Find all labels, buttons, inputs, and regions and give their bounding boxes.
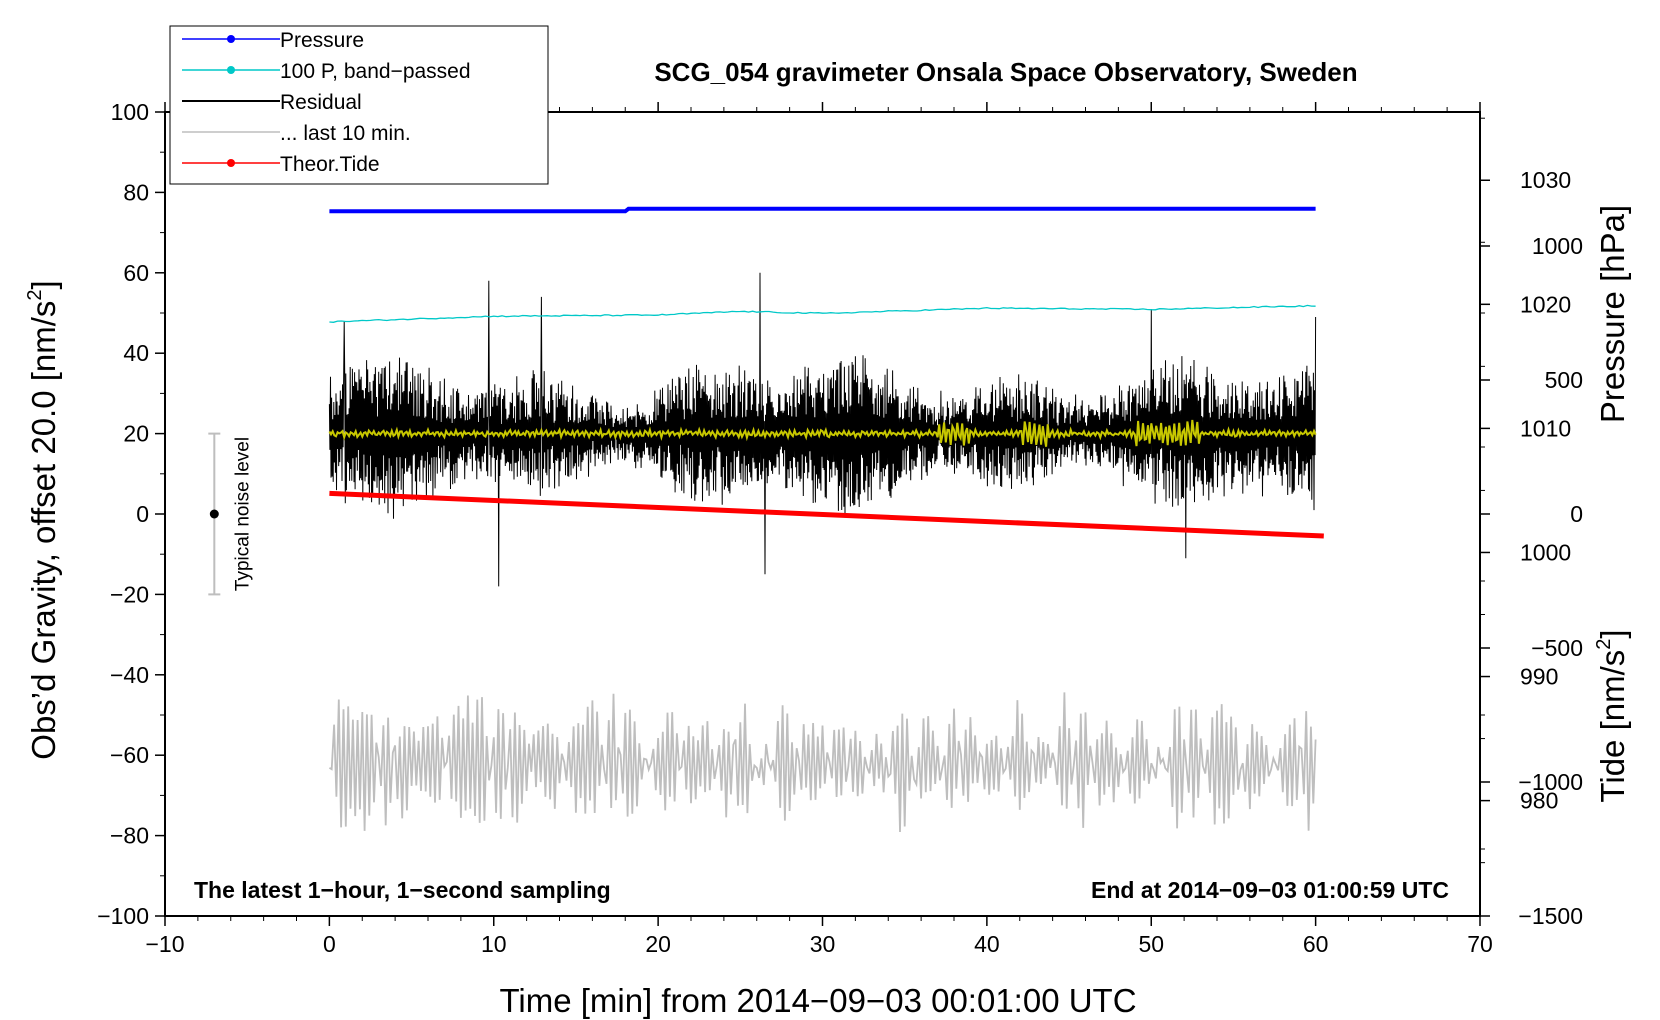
y-axis-title-tide: Tide [nm/s2] [1593, 629, 1631, 802]
x-tick-label: 30 [810, 931, 836, 957]
y-tick-label: −80 [110, 823, 149, 849]
tide-tick-label: 1000 [1532, 233, 1583, 259]
legend-label: ... last 10 min. [280, 122, 411, 145]
tide-tick-label: −1000 [1518, 769, 1583, 795]
chart-title: SCG_054 gravimeter Onsala Space Observat… [654, 57, 1357, 87]
note-left: The latest 1−hour, 1−second sampling [194, 877, 611, 903]
noise-level-label: Typical noise level [232, 437, 253, 591]
y-axis-title-left: Obs’d Gravity, offset 20.0 [nm/s2] [24, 280, 62, 759]
note-right: End at 2014−09−03 01:00:59 UTC [1091, 877, 1449, 903]
y-tick-label: 40 [123, 340, 149, 366]
x-tick-label: 40 [974, 931, 1000, 957]
y-tick-label: −100 [97, 903, 149, 929]
y-tick-label: 0 [136, 501, 149, 527]
pressure-tick-label: 1030 [1520, 167, 1571, 193]
y-tick-label: −60 [110, 742, 149, 768]
series-smoothed-residual [328, 419, 1317, 447]
series-last-10-min [328, 692, 1317, 833]
tide-tick-label: 500 [1545, 367, 1583, 393]
legend-label: 100 P, band−passed [280, 60, 471, 83]
legend-marker [227, 159, 235, 167]
y-tick-label: −20 [110, 581, 149, 607]
legend-label: Residual [280, 91, 362, 114]
y-tick-label: 80 [123, 179, 149, 205]
series-theoretical-tide [329, 490, 1324, 539]
x-tick-label: 50 [1138, 931, 1164, 957]
tide-tick-label: 0 [1570, 501, 1583, 527]
x-tick-label: 20 [645, 931, 671, 957]
legend-label: Pressure [280, 29, 364, 52]
series-band-passed-pressure [329, 304, 1316, 323]
legend-marker [227, 35, 235, 43]
pressure-tick-label: 990 [1520, 664, 1558, 690]
y-tick-label: 60 [123, 260, 149, 286]
y-tick-label: −40 [110, 662, 149, 688]
legend-marker [227, 66, 235, 74]
tide-tick-label: −500 [1531, 635, 1583, 661]
x-tick-label: 60 [1303, 931, 1329, 957]
y-tick-label: 20 [123, 421, 149, 447]
x-tick-label: 0 [323, 931, 336, 957]
y-tick-label: 100 [111, 99, 149, 125]
series-pressure [329, 206, 1316, 214]
x-axis-title: Time [min] from 2014−09−03 00:01:00 UTC [499, 982, 1136, 1019]
x-tick-label: −10 [145, 931, 184, 957]
series-residual [328, 272, 1317, 587]
legend: Pressure 100 P, band−passed Residual ... la… [169, 25, 549, 185]
legend-label: Theor.Tide [280, 153, 380, 176]
pressure-tick-label: 1020 [1520, 291, 1571, 317]
pressure-tick-label: 1010 [1520, 415, 1571, 441]
noise-level-dot [209, 509, 219, 519]
legend-box [169, 25, 549, 185]
pressure-tick-label: 1000 [1520, 539, 1571, 565]
tide-tick-label: −1500 [1518, 903, 1583, 929]
x-tick-label: 10 [481, 931, 507, 957]
pressure-tick-label: 980 [1520, 788, 1558, 814]
x-tick-label: 70 [1467, 931, 1493, 957]
y-axis-title-pressure: Pressure [hPa] [1594, 205, 1631, 423]
